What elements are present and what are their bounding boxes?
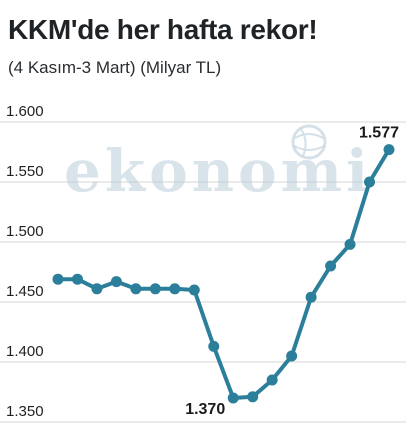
watermark: ekonomi — [64, 124, 372, 205]
data-point — [130, 283, 142, 295]
data-point — [110, 276, 122, 288]
data-point — [149, 283, 161, 295]
data-point — [188, 284, 200, 296]
data-point — [247, 391, 259, 403]
data-label: 1.370 — [185, 401, 225, 418]
data-label: 1.577 — [359, 125, 399, 142]
grid-lines — [0, 121, 406, 423]
y-tick-label: 1.350 — [6, 403, 44, 420]
chart-title: KKM'de her hafta rekor! — [8, 14, 318, 45]
chart-subtitle: (4 Kasım-3 Mart) (Milyar TL) — [8, 58, 222, 77]
data-point — [91, 283, 103, 295]
y-tick-label: 1.450 — [6, 283, 44, 300]
data-point — [227, 392, 239, 404]
y-axis-ticks: 1.600 1.550 1.500 1.450 1.400 1.350 — [6, 103, 44, 420]
y-tick-label: 1.400 — [6, 343, 44, 360]
data-point — [71, 273, 83, 285]
data-labels: 1.370 1.577 — [185, 125, 399, 418]
y-tick-label: 1.600 — [6, 103, 44, 120]
y-tick-label: 1.500 — [6, 223, 44, 240]
data-point — [344, 238, 356, 250]
data-point — [383, 144, 395, 156]
globe-icon — [291, 124, 327, 160]
data-point — [286, 350, 298, 362]
data-point — [364, 176, 376, 188]
data-point — [266, 374, 278, 386]
data-point — [52, 273, 64, 285]
watermark-text: ekonomi — [64, 137, 372, 205]
y-tick-label: 1.550 — [6, 163, 44, 180]
series — [52, 144, 395, 404]
data-point — [169, 283, 181, 295]
data-point — [325, 260, 337, 272]
data-point — [208, 340, 220, 352]
data-point — [305, 291, 317, 303]
